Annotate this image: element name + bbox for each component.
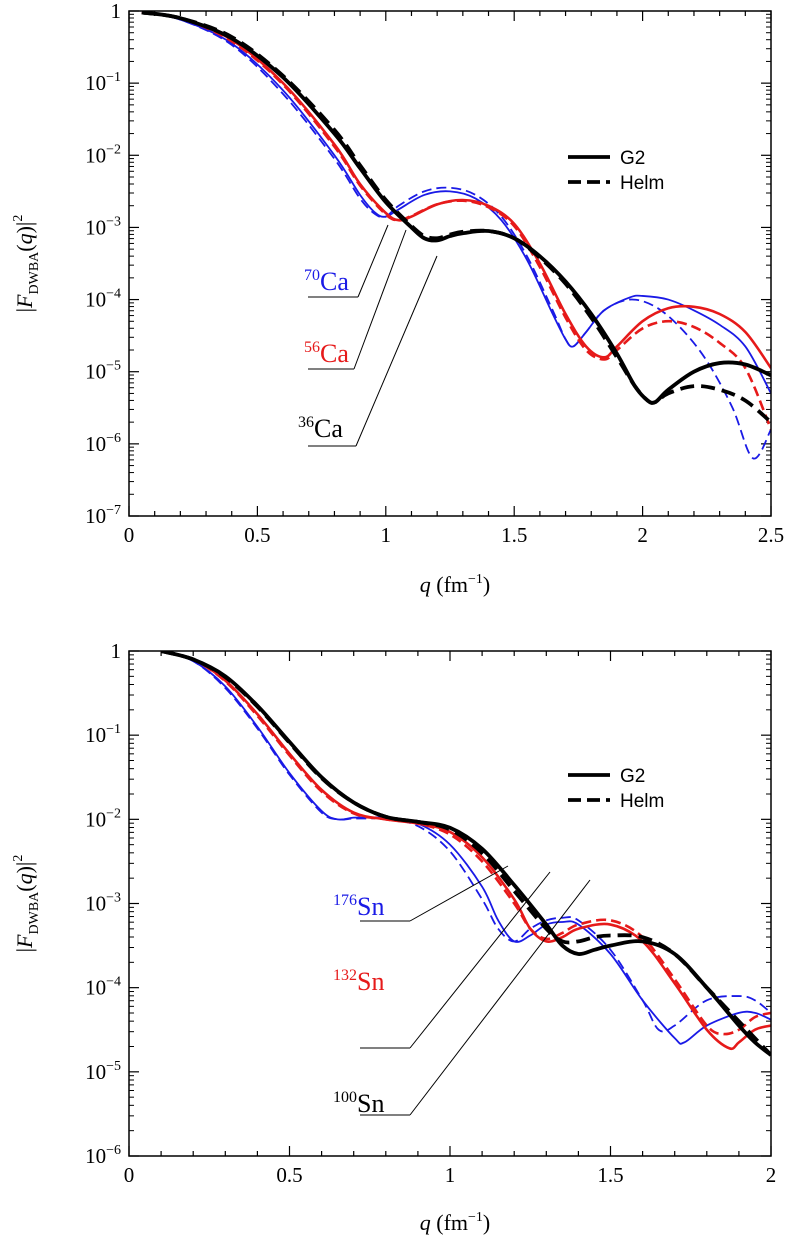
plot-frame xyxy=(128,10,772,517)
x-tick-label: 1.5 xyxy=(501,523,527,547)
x-tick-label: 2 xyxy=(766,1163,777,1187)
isotope-label: 36Ca xyxy=(298,414,343,443)
legend: G2 Helm xyxy=(568,766,664,812)
y-tick-label: 10−6 xyxy=(85,431,121,456)
label-leader-line xyxy=(409,865,509,922)
isotope-label: 176Sn xyxy=(333,892,384,921)
y-tick-label: 10−4 xyxy=(85,287,121,312)
legend-label: G2 xyxy=(620,766,645,787)
y-tick-label: 1 xyxy=(111,0,122,23)
plot-frame xyxy=(128,650,772,1157)
y-tick-label: 10−1 xyxy=(85,70,121,95)
y-tick-label: 10−3 xyxy=(85,214,121,239)
x-tick-label: 0.5 xyxy=(276,1163,302,1187)
y-tick-label: 10−7 xyxy=(85,503,121,528)
x-axis-title: q (fm−1) xyxy=(420,572,491,597)
label-leader-line xyxy=(409,871,551,1049)
x-tick-label: 0 xyxy=(124,523,135,547)
series-line xyxy=(141,11,771,369)
x-tick-label: 2 xyxy=(637,523,648,547)
series-line xyxy=(160,651,771,1057)
legend-label: Helm xyxy=(620,791,664,812)
label-leader-line xyxy=(409,879,591,1116)
y-tick-label: 10−2 xyxy=(85,806,121,831)
y-tick-label: 10−5 xyxy=(85,359,121,384)
y-tick-label: 10−4 xyxy=(85,975,121,1000)
series-line xyxy=(141,11,771,424)
series-line xyxy=(160,651,771,1036)
label-leader-line xyxy=(353,229,407,370)
label-leader-line xyxy=(357,224,389,298)
legend-label: Helm xyxy=(620,173,664,194)
x-tick-label: 0 xyxy=(124,1163,135,1187)
x-tick-label: 1 xyxy=(445,1163,456,1187)
isotope-label: 100Sn xyxy=(333,1089,384,1118)
chart-panel-sn: 0 0.5 1 1.5 2 1 10−1 10−2 10−3 10−4 10−5 10−6 q (fm−… xyxy=(11,639,776,1235)
x-tick-label: 1.5 xyxy=(597,1163,623,1187)
legend-label: G2 xyxy=(620,148,645,169)
y-tick-label: 10−2 xyxy=(85,142,121,167)
chart-panel-ca: 0 0.5 1 1.5 2 2.5 1 10−1 10−2 10−3 10−4 10−5 10−6 10−… xyxy=(11,0,784,597)
y-tick-label: 10−1 xyxy=(85,722,121,747)
x-tick-label: 2.5 xyxy=(758,523,784,547)
series-line xyxy=(160,651,771,1033)
label-leader-line xyxy=(355,255,438,447)
y-axis-title: |FDWBA(q)|2 xyxy=(11,855,42,953)
y-tick-label: 10−6 xyxy=(85,1143,121,1168)
x-axis-title: q (fm−1) xyxy=(420,1210,491,1235)
series-line xyxy=(141,11,771,394)
isotope-label: 70Ca xyxy=(304,267,349,296)
y-tick-label: 1 xyxy=(111,639,122,663)
isotope-label: 132Sn xyxy=(333,967,384,996)
y-axis-title: |FDWBA(q)|2 xyxy=(11,215,42,313)
y-tick-label: 10−5 xyxy=(85,1059,121,1084)
y-tick-label: 10−3 xyxy=(85,891,121,916)
legend: G2 Helm xyxy=(568,148,664,194)
series-line xyxy=(141,11,771,405)
series-line xyxy=(141,11,771,430)
x-tick-label: 0.5 xyxy=(244,523,270,547)
series-line xyxy=(160,651,771,1045)
x-tick-label: 1 xyxy=(381,523,392,547)
isotope-label: 56Ca xyxy=(304,339,349,368)
